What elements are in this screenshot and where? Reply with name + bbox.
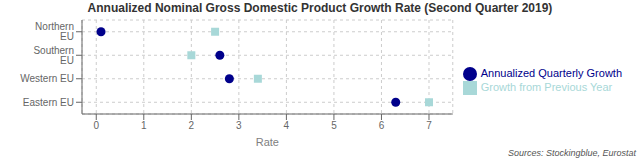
svg-text:4: 4 <box>284 120 290 131</box>
html-text:Sources: Stockingblue, Eurosta: Sources: Stockingblue, Eurostat <box>507 148 636 158</box>
html-text:Growth from Previous Year: Growth from Previous Year <box>480 81 613 93</box>
svg-text:6: 6 <box>379 120 385 131</box>
svg-text:5: 5 <box>331 120 337 131</box>
svg-text:1: 1 <box>141 120 147 131</box>
svg-text:2: 2 <box>189 120 195 131</box>
svg-text:Rate: Rate <box>256 136 279 146</box>
svg-text:Western EU: Western EU <box>20 73 74 84</box>
svg-text:7: 7 <box>426 120 432 131</box>
svg-text:3: 3 <box>236 120 242 131</box>
svg-text:Eastern EU: Eastern EU <box>23 97 74 108</box>
svg-text:0: 0 <box>93 120 99 131</box>
svg-text:SouthernEU: SouthernEU <box>33 45 74 66</box>
html-text:Annualized Quarterly Growth: Annualized Quarterly Growth <box>480 66 622 79</box>
html-text:Annualized Nominal Gross Domes: Annualized Nominal Gross Domestic Produc… <box>87 1 553 15</box>
svg-text:NorthernEU: NorthernEU <box>35 21 74 42</box>
